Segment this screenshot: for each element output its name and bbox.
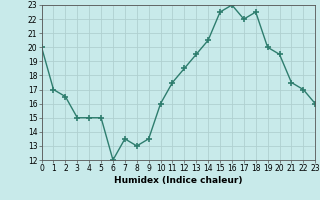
X-axis label: Humidex (Indice chaleur): Humidex (Indice chaleur) (114, 176, 243, 185)
